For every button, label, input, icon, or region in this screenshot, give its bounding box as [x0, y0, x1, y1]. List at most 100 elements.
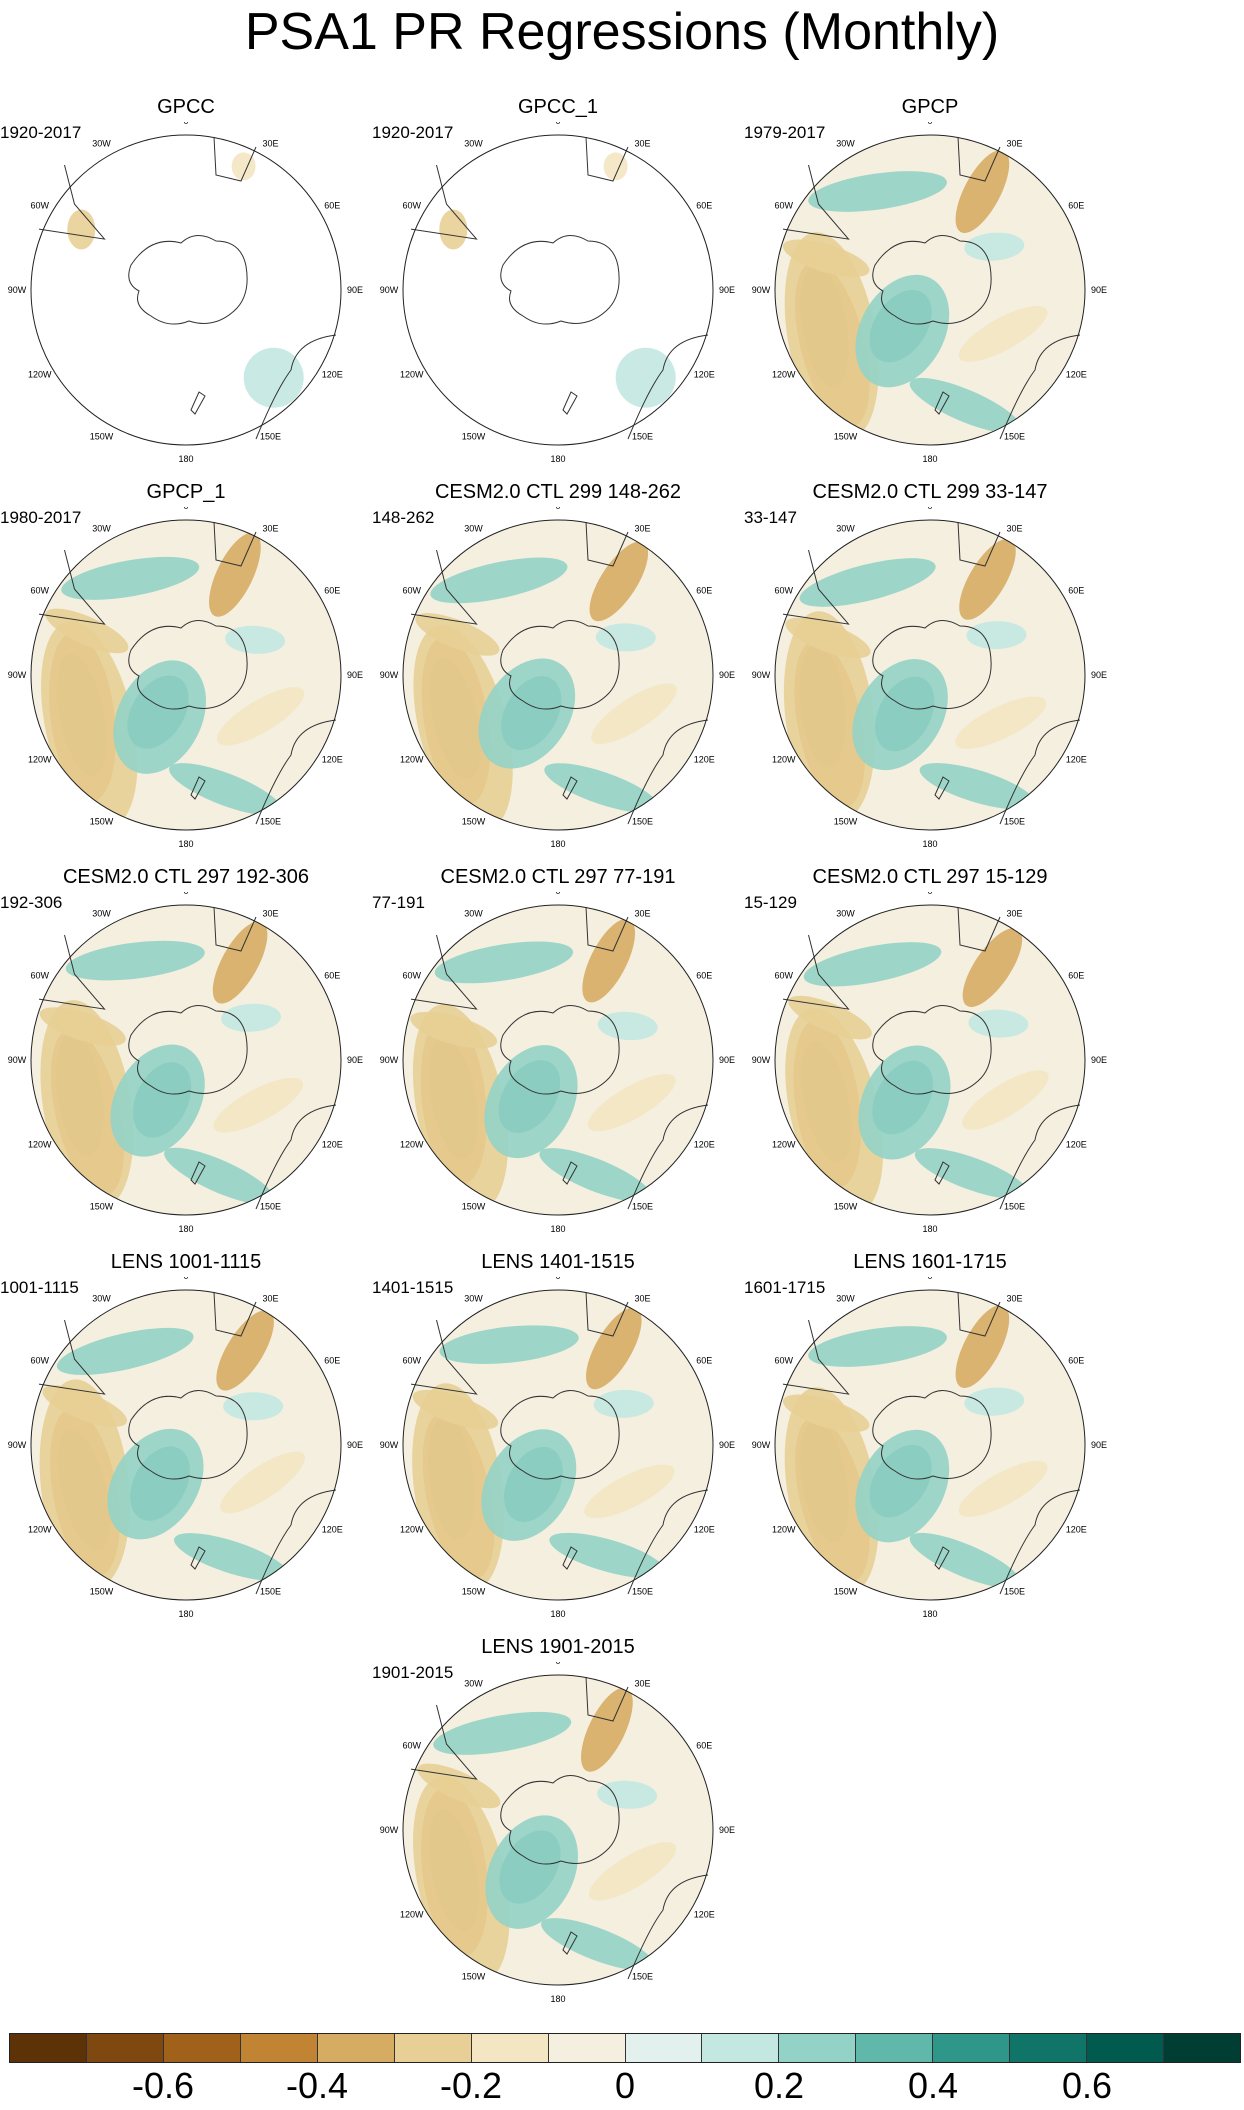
longitude-label: 180	[922, 1609, 937, 1617]
longitude-label: 150E	[1004, 1201, 1025, 1211]
anomaly-contour	[541, 1918, 654, 1971]
longitude-label: 150W	[834, 1201, 858, 1211]
colorbar-tick-label: 0.6	[1061, 2065, 1113, 2106]
precip-pattern	[782, 1305, 1048, 1595]
antarctica-coastline	[128, 620, 248, 710]
longitude-label: 30W	[836, 139, 855, 149]
precip-pattern	[410, 918, 676, 1212]
longitude-label: 180	[178, 1609, 193, 1617]
new-zealand-coastline	[934, 1546, 950, 1570]
south-america-coastline	[38, 934, 106, 1010]
anomaly-contour	[439, 1325, 579, 1365]
anomaly-contour	[213, 1077, 304, 1133]
polar-map: 0 30E 60E 90E 120E 150E 180 150W 120W 90W 60W 30W	[752, 1277, 1107, 1617]
anomaly-contour	[958, 305, 1048, 362]
panel-period: 148-262	[372, 508, 435, 527]
anomaly-contour	[855, 1429, 950, 1543]
polar-map: 0 30E 60E 90E 120E 150E 180 150W 120W 90W 60W 30W	[380, 122, 735, 462]
anomaly-contour	[549, 1532, 666, 1578]
colorbar-bin	[86, 2034, 164, 2062]
longitude-label: 120W	[28, 370, 52, 380]
anomaly-contour	[603, 152, 628, 181]
longitude-label: 60E	[1068, 201, 1084, 211]
map-panel: GPCP 1979-2017 0 30E 60E 90E 120E 150E 180 150W 12…	[744, 96, 1116, 466]
new-zealand-coastline	[934, 391, 950, 415]
anomaly-contour	[544, 763, 659, 813]
longitude-label: 30E	[634, 1679, 650, 1689]
longitude-label: 120E	[694, 1910, 715, 1920]
polar-map: 0 30E 60E 90E 120E 150E 180 150W 120W 90W 60W 30W	[8, 1277, 363, 1617]
longitude-label: 30W	[92, 139, 111, 149]
anomaly-contour	[803, 942, 942, 987]
anomaly-contour	[430, 557, 568, 604]
longitude-label: 0	[183, 892, 188, 896]
longitude-label: 60E	[324, 586, 340, 596]
australia-coastline	[627, 1489, 709, 1595]
anomaly-contour	[966, 621, 1027, 650]
anomaly-contour	[962, 1070, 1049, 1130]
colorbar-tick-label: -0.2	[439, 2065, 503, 2106]
longitude-label: 180	[178, 839, 193, 847]
new-zealand-coastline	[190, 391, 206, 415]
longitude-label: 0	[555, 892, 560, 896]
longitude-label: 90E	[719, 1825, 735, 1835]
map-boundary	[774, 134, 1086, 446]
anomaly-contour	[216, 1310, 274, 1391]
anomaly-contour	[593, 1389, 654, 1418]
anomaly-contour	[216, 687, 305, 746]
longitude-label: 180	[178, 454, 193, 462]
anomaly-contour	[597, 1011, 658, 1041]
anomaly-contour	[42, 1385, 128, 1427]
anomaly-contour	[582, 918, 636, 1003]
longitude-label: 120E	[694, 370, 715, 380]
anomaly-contour	[417, 1763, 501, 1809]
longitude-label: 180	[550, 1224, 565, 1232]
longitude-label: 90E	[347, 1440, 363, 1450]
panel-title: CESM2.0 CTL 297 15-129	[812, 866, 1048, 888]
panel-period: 192-306	[0, 893, 63, 912]
longitude-label: 60E	[696, 201, 712, 211]
panel-title: GPCC_1	[517, 96, 599, 118]
longitude-label: 30W	[836, 524, 855, 534]
longitude-label: 30W	[464, 139, 483, 149]
south-america-coastline	[782, 164, 850, 240]
anomaly-contour	[174, 1533, 289, 1582]
polar-map: 0 30E 60E 90E 120E 150E 180 150W 120W 90W 60W 30W	[752, 122, 1107, 462]
panel-title: GPCP	[901, 96, 959, 118]
africa-coastline	[585, 521, 629, 567]
anomaly-contour	[485, 1815, 578, 1929]
longitude-label: 90E	[1091, 1440, 1107, 1450]
africa-coastline	[957, 136, 1001, 182]
map-panel: CESM2.0 CTL 297 77-191 77-191 0 30E 60E 90E 12…	[372, 866, 744, 1236]
longitude-label: 150W	[462, 1971, 486, 1981]
anomaly-contour	[113, 660, 206, 774]
anomaly-contour	[212, 921, 268, 1004]
anomaly-contour	[56, 1327, 194, 1375]
australia-coastline	[627, 1874, 709, 1980]
longitude-label: 120W	[772, 1525, 796, 1535]
anomaly-contour	[958, 1460, 1048, 1517]
longitude-label: 120W	[28, 1140, 52, 1150]
panel-title: CESM2.0 CTL 297 77-191	[440, 866, 676, 888]
map-panel: GPCP_1 1980-2017 0 30E 60E 90E 120E 150E 180 150W…	[0, 481, 372, 851]
new-zealand-coastline	[562, 1546, 578, 1570]
longitude-label: 60W	[402, 1741, 421, 1751]
longitude-label: 90W	[380, 1055, 399, 1065]
australia-coastline	[999, 719, 1081, 825]
new-zealand-coastline	[190, 1546, 206, 1570]
south-america-coastline	[38, 164, 106, 240]
longitude-label: 90W	[8, 670, 27, 680]
precip-pattern	[39, 921, 304, 1209]
anomaly-contour	[223, 1392, 284, 1421]
longitude-label: 60W	[402, 201, 421, 211]
map-panel: CESM2.0 CTL 297 15-129 15-129 0 30E 60E 90E 12…	[744, 866, 1116, 1236]
longitude-label: 120W	[400, 1910, 424, 1920]
colorbar-bin	[702, 2034, 780, 2062]
longitude-label: 90W	[752, 1055, 771, 1065]
panel-title: LENS 1601-1715	[853, 1251, 1007, 1273]
longitude-label: 60E	[696, 971, 712, 981]
new-zealand-coastline	[562, 776, 578, 800]
anomaly-contour	[955, 1305, 1010, 1388]
longitude-label: 90E	[1091, 285, 1107, 295]
longitude-label: 0	[555, 1277, 560, 1281]
